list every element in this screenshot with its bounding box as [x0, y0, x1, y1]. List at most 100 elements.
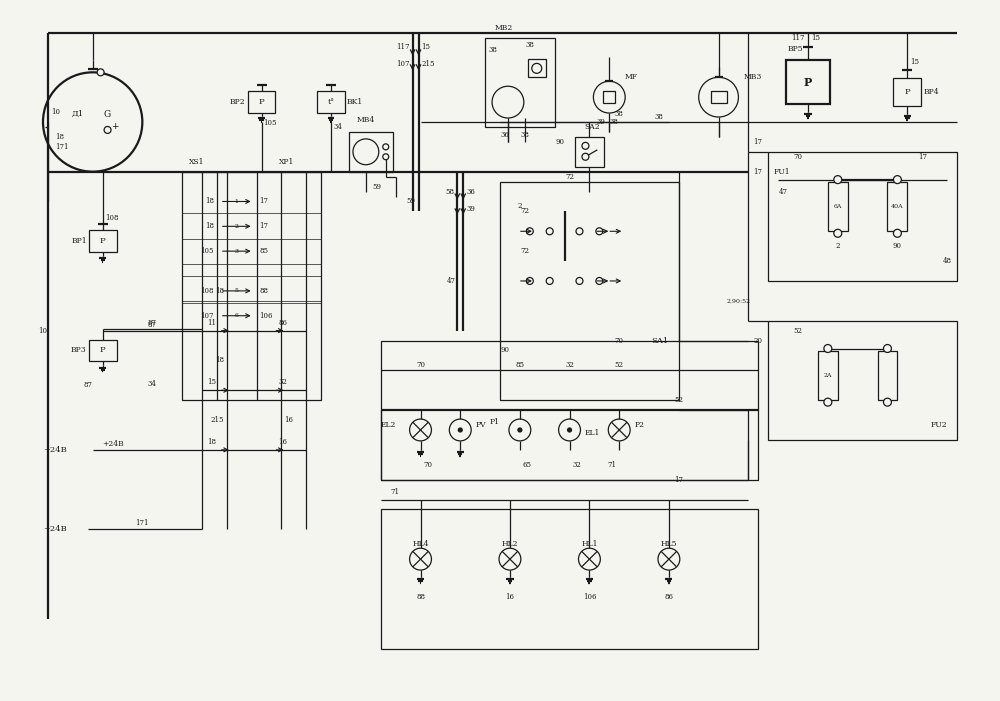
Bar — [768, 152, 957, 281]
Text: 52: 52 — [674, 396, 683, 404]
Text: FU1: FU1 — [773, 168, 790, 176]
Text: Д1: Д1 — [72, 110, 84, 118]
Text: +: + — [111, 123, 118, 132]
Text: EL2: EL2 — [380, 421, 396, 429]
Text: 117: 117 — [396, 43, 410, 51]
Text: 38: 38 — [610, 118, 619, 126]
Text: P: P — [100, 346, 105, 355]
Text: 87: 87 — [84, 381, 93, 389]
Text: 71: 71 — [391, 488, 400, 496]
Text: P1: P1 — [490, 418, 500, 426]
Circle shape — [893, 176, 901, 184]
Text: 72: 72 — [565, 172, 574, 181]
Text: HL1: HL1 — [581, 540, 598, 548]
Bar — [893, 79, 921, 106]
Bar — [786, 60, 830, 104]
Text: 16: 16 — [505, 593, 514, 601]
Circle shape — [576, 228, 583, 235]
Bar — [317, 91, 345, 113]
Bar — [887, 182, 907, 231]
Text: 90: 90 — [555, 138, 564, 146]
Circle shape — [526, 278, 533, 285]
Text: 72: 72 — [520, 207, 529, 215]
Text: 17: 17 — [753, 168, 762, 176]
Text: 85: 85 — [515, 362, 524, 369]
Text: 88: 88 — [416, 593, 425, 601]
Circle shape — [582, 154, 589, 161]
Text: 18: 18 — [207, 438, 216, 446]
Text: 38: 38 — [525, 41, 534, 48]
Circle shape — [883, 344, 891, 353]
Text: 15: 15 — [811, 34, 820, 41]
Bar — [349, 132, 393, 172]
Text: 88: 88 — [260, 287, 269, 295]
Circle shape — [834, 229, 842, 237]
Text: 18: 18 — [205, 198, 214, 205]
Text: MB4: MB4 — [357, 116, 375, 124]
Text: 86: 86 — [278, 319, 287, 327]
Text: 59: 59 — [373, 182, 382, 191]
Text: 86: 86 — [664, 593, 673, 601]
Text: 58: 58 — [445, 188, 454, 196]
Circle shape — [824, 398, 832, 406]
Circle shape — [546, 278, 553, 285]
Bar — [528, 60, 546, 77]
Text: 36: 36 — [501, 131, 509, 139]
Text: 18: 18 — [215, 287, 224, 295]
Circle shape — [458, 428, 462, 432]
Circle shape — [532, 63, 542, 74]
Text: 18: 18 — [215, 356, 224, 365]
Bar — [248, 91, 275, 113]
Text: 105: 105 — [200, 247, 214, 255]
Text: 70: 70 — [424, 461, 433, 469]
Text: t°: t° — [328, 98, 335, 106]
Text: 108: 108 — [200, 287, 214, 295]
Text: 107: 107 — [396, 60, 410, 69]
Text: 65: 65 — [523, 461, 532, 469]
Text: 18: 18 — [55, 133, 64, 141]
Text: 38: 38 — [615, 110, 624, 118]
Text: 5: 5 — [235, 288, 239, 294]
Text: 18: 18 — [205, 222, 214, 231]
Text: 10: 10 — [51, 108, 60, 116]
Circle shape — [526, 228, 533, 235]
Text: P: P — [100, 237, 105, 245]
Bar — [878, 350, 897, 400]
Circle shape — [568, 428, 572, 432]
Bar — [381, 341, 758, 479]
Text: 32: 32 — [278, 379, 287, 386]
Text: SA2: SA2 — [585, 123, 600, 131]
Text: 32: 32 — [573, 461, 581, 469]
Circle shape — [518, 428, 522, 432]
Text: 20: 20 — [753, 336, 762, 345]
Bar — [603, 91, 615, 103]
Text: 36: 36 — [466, 188, 475, 196]
Bar — [575, 137, 604, 167]
Text: 90: 90 — [893, 242, 902, 250]
Text: MB2: MB2 — [495, 24, 513, 32]
Circle shape — [546, 228, 553, 235]
Text: 38: 38 — [655, 113, 663, 121]
Text: 6: 6 — [235, 313, 239, 318]
Circle shape — [104, 126, 111, 133]
Text: 70: 70 — [794, 153, 803, 161]
Text: HL2: HL2 — [502, 540, 518, 548]
Circle shape — [883, 398, 891, 406]
Text: 34: 34 — [148, 380, 157, 388]
Bar — [381, 510, 758, 648]
Text: 17: 17 — [260, 198, 269, 205]
Text: 38: 38 — [488, 46, 497, 55]
Text: 2A: 2A — [824, 373, 832, 378]
Circle shape — [97, 69, 104, 76]
Bar — [711, 91, 727, 103]
Text: 106: 106 — [260, 312, 273, 320]
Bar — [768, 320, 957, 440]
Text: BP2: BP2 — [230, 98, 246, 106]
Circle shape — [834, 176, 842, 184]
Text: 70: 70 — [416, 362, 425, 369]
Text: FU2: FU2 — [930, 421, 947, 429]
Text: BP5: BP5 — [787, 46, 803, 53]
Text: 17: 17 — [674, 476, 683, 484]
Text: 17: 17 — [918, 153, 927, 161]
Text: SA1: SA1 — [652, 336, 669, 345]
